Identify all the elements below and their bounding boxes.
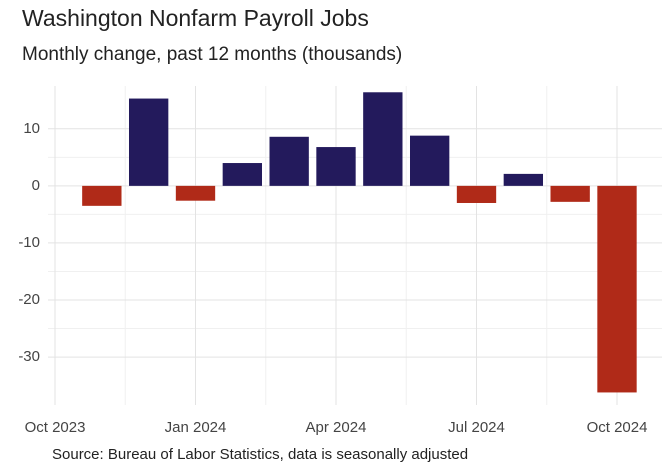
bar bbox=[409, 135, 450, 186]
bar bbox=[269, 136, 309, 186]
x-tick-label: Apr 2024 bbox=[306, 419, 367, 436]
chart-title: Washington Nonfarm Payroll Jobs bbox=[22, 5, 369, 31]
x-tick-label: Jan 2024 bbox=[165, 419, 227, 436]
chart-subtitle: Monthly change, past 12 months (thousand… bbox=[22, 44, 402, 65]
bar bbox=[128, 98, 169, 186]
bar bbox=[82, 185, 122, 206]
chart-caption: Source: Bureau of Labor Statistics, data… bbox=[52, 446, 468, 463]
bar bbox=[550, 185, 590, 202]
x-tick-label: Oct 2024 bbox=[587, 419, 648, 436]
bar bbox=[175, 185, 216, 201]
bar bbox=[316, 147, 356, 186]
bar bbox=[456, 185, 497, 203]
y-tick-label: 0 bbox=[32, 177, 40, 194]
x-tick-label: Jul 2024 bbox=[448, 419, 505, 436]
y-tick-label: -10 bbox=[18, 234, 40, 251]
y-tick-label: -30 bbox=[18, 348, 40, 365]
x-tick-label: Oct 2023 bbox=[25, 419, 86, 436]
bar bbox=[222, 163, 263, 186]
y-tick-label: 10 bbox=[23, 120, 40, 137]
bar bbox=[363, 92, 403, 186]
y-tick-label: -20 bbox=[18, 291, 40, 308]
bar bbox=[503, 173, 544, 186]
bar bbox=[597, 185, 637, 393]
